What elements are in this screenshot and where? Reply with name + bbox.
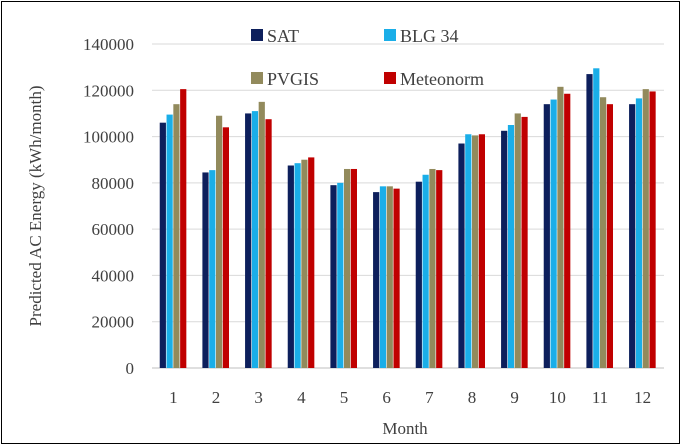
bar-pvgis-month-4 <box>301 159 308 368</box>
bar-pvgis-month-11 <box>600 97 607 368</box>
x-tick-label: 7 <box>425 388 434 407</box>
bar-blg-34-month-1 <box>166 114 173 368</box>
x-tick-label: 10 <box>549 388 566 407</box>
y-tick-labels: 0 20000 40000 60000 80000 100000 120000 140000 <box>83 35 134 378</box>
bar-pvgis-month-5 <box>344 168 351 368</box>
legend-swatch <box>384 29 396 41</box>
x-tick-labels: 1 2 3 4 5 6 7 8 9 10 11 12 <box>169 388 651 407</box>
bar-meteonorm-month-8 <box>478 134 485 368</box>
y-tick-label: 20000 <box>92 313 135 332</box>
bar-meteonorm-month-9 <box>521 116 528 369</box>
bar-meteonorm-month-3 <box>265 119 272 368</box>
legend-label: SAT <box>267 26 299 46</box>
bar-pvgis-month-3 <box>258 101 265 368</box>
legend-swatch <box>251 29 263 41</box>
bar-meteonorm-month-4 <box>308 157 315 368</box>
bar-pvgis-month-8 <box>472 135 479 368</box>
y-tick-label: 60000 <box>92 220 135 239</box>
bar-pvgis-month-2 <box>216 115 223 368</box>
bar-blg-34-month-11 <box>593 68 600 369</box>
x-tick-label: 4 <box>297 388 306 407</box>
legend: SAT BLG 34 PVGIS Meteonorm <box>251 26 484 89</box>
y-tick-label: 120000 <box>83 81 134 100</box>
x-tick-label: 3 <box>254 388 263 407</box>
gridlines <box>152 43 664 369</box>
bar-blg-34-month-7 <box>422 174 429 368</box>
bar-sat-month-1 <box>159 122 166 368</box>
bar-sat-month-12 <box>629 104 636 369</box>
y-tick-label: 100000 <box>83 128 134 147</box>
bar-pvgis-month-7 <box>429 168 436 368</box>
bar-pvgis-month-10 <box>557 86 564 369</box>
bar-blg-34-month-9 <box>507 125 515 368</box>
bar-blg-34-month-8 <box>465 134 472 368</box>
bar-sat-month-2 <box>202 172 209 368</box>
bar-blg-34-month-12 <box>635 98 643 368</box>
bar-blg-34-month-4 <box>294 163 301 368</box>
bar-pvgis-month-12 <box>642 89 649 368</box>
x-tick-label: 8 <box>468 388 477 407</box>
x-tick-label: 1 <box>169 388 178 407</box>
y-tick-label: 40000 <box>92 266 135 285</box>
bar-meteonorm-month-12 <box>649 91 656 368</box>
bar-meteonorm-month-6 <box>393 188 400 368</box>
bar-meteonorm-month-1 <box>180 89 187 368</box>
legend-label: Meteonorm <box>400 69 484 89</box>
bar-sat-month-6 <box>373 192 380 368</box>
bar-sat-month-4 <box>287 165 294 368</box>
bar-meteonorm-month-2 <box>222 127 229 368</box>
x-tick-label: 9 <box>510 388 519 407</box>
legend-swatch <box>384 72 396 84</box>
bars <box>159 68 656 369</box>
x-axis-title: Month <box>382 419 428 438</box>
bar-meteonorm-month-5 <box>350 168 357 368</box>
bar-pvgis-month-9 <box>514 113 521 368</box>
legend-swatch <box>251 72 263 84</box>
bar-pvgis-month-1 <box>173 104 180 369</box>
y-tick-label: 80000 <box>92 174 135 193</box>
bar-sat-month-11 <box>586 74 593 368</box>
bar-sat-month-7 <box>415 181 422 368</box>
y-tick-label: 0 <box>126 359 135 378</box>
bar-meteonorm-month-11 <box>606 104 613 369</box>
bar-sat-month-3 <box>245 113 252 368</box>
x-tick-label: 12 <box>634 388 651 407</box>
bar-sat-month-8 <box>458 143 465 368</box>
bar-blg-34-month-10 <box>550 99 557 369</box>
bar-blg-34-month-3 <box>251 111 259 368</box>
bar-blg-34-month-2 <box>209 170 216 368</box>
y-axis-title: Predicted AC Energy (kWh/month) <box>26 86 45 327</box>
bar-sat-month-9 <box>501 130 508 368</box>
bar-blg-34-month-5 <box>337 182 344 368</box>
bar-pvgis-month-6 <box>386 186 393 368</box>
bar-blg-34-month-6 <box>379 186 387 368</box>
bar-sat-month-5 <box>330 185 337 368</box>
x-tick-label: 11 <box>592 388 608 407</box>
legend-label: PVGIS <box>267 69 319 89</box>
bar-meteonorm-month-7 <box>436 170 443 368</box>
x-tick-label: 2 <box>212 388 221 407</box>
x-tick-label: 5 <box>340 388 349 407</box>
legend-label: BLG 34 <box>400 26 459 46</box>
x-tick-label: 6 <box>382 388 391 407</box>
y-tick-label: 140000 <box>83 35 134 54</box>
bar-sat-month-10 <box>543 104 550 369</box>
bar-meteonorm-month-10 <box>564 93 571 368</box>
